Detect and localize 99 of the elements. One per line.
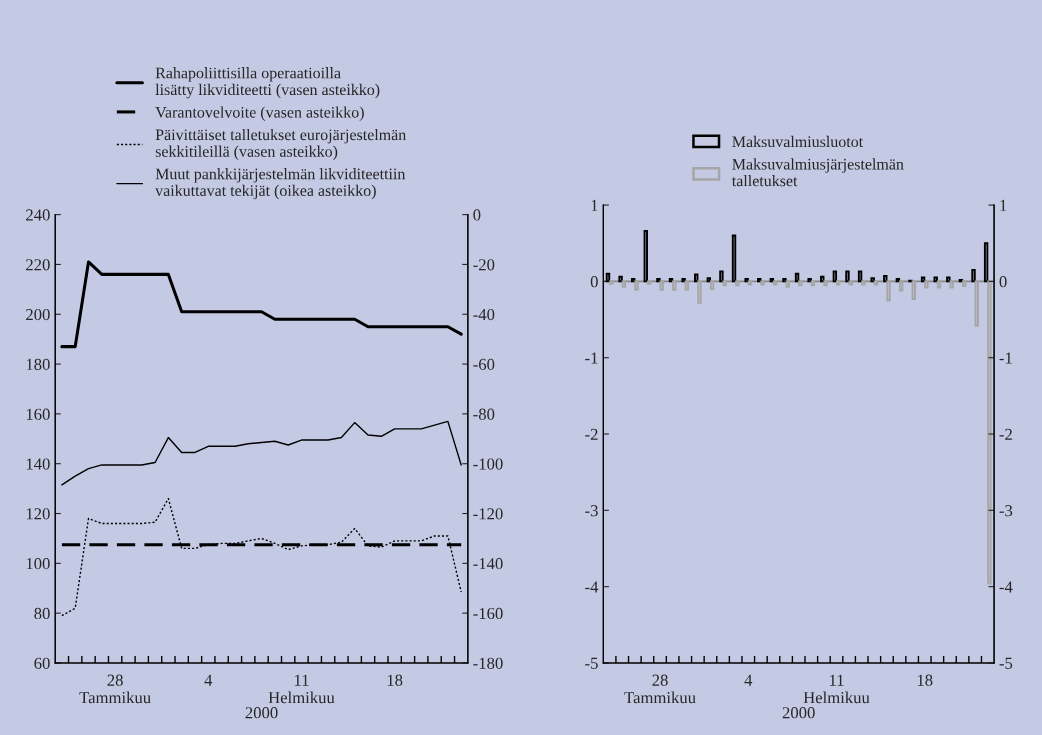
x-tick-label: 11 Helmikuu — [268, 674, 335, 704]
y2-tick-label: -160 — [473, 607, 503, 620]
x-axis-title: 2000 — [782, 707, 815, 719]
y2-tick-label: -80 — [473, 408, 495, 420]
y-tick-label: -5 — [585, 657, 598, 669]
x-tick-label: 28 Tammikuu — [79, 674, 151, 704]
bar — [924, 280, 929, 289]
legend-label: Maksuvalmiusjärjestelmän talletukset — [731, 158, 904, 187]
bar — [681, 278, 686, 283]
y2-tick-label: -120 — [473, 508, 503, 520]
y-tick-label: -1 — [585, 352, 598, 364]
x-tick-label: 18 — [387, 674, 403, 686]
bar — [835, 280, 841, 286]
y-tick-label: 80 — [34, 607, 50, 620]
bar — [911, 280, 916, 300]
y2-tick-label: -60 — [473, 358, 495, 371]
y-tick-label: 220 — [26, 259, 50, 271]
bar — [785, 280, 790, 288]
y2-tick-label: 0 — [999, 276, 1007, 288]
y2-tick-label: -100 — [473, 458, 503, 470]
bar — [810, 280, 816, 287]
bar — [697, 280, 702, 304]
bar — [672, 280, 677, 291]
bar — [983, 242, 989, 283]
y-tick-label: 1 — [591, 199, 598, 211]
x-tick-label: 4 — [744, 674, 753, 686]
bar — [949, 280, 954, 289]
bar — [634, 280, 639, 291]
bar — [684, 280, 690, 291]
bar — [643, 230, 648, 283]
bar — [609, 280, 614, 285]
y-tick-label: 180 — [26, 358, 50, 371]
bar — [744, 278, 749, 283]
bar — [735, 280, 740, 287]
legend-label: Muut pankkijärjestelmän likviditeettiin vaikuttavat tekijät (oikea asteikko) — [155, 168, 406, 200]
bar — [747, 280, 753, 286]
bar — [845, 270, 850, 283]
x-tick-label: 11 Helmikuu — [803, 674, 870, 704]
y-tick-label: -2 — [585, 428, 598, 440]
bar — [646, 280, 652, 285]
bar — [974, 280, 979, 327]
y2-tick-label: -180 — [473, 657, 503, 669]
bar — [971, 268, 976, 283]
y2-tick-label: -20 — [473, 259, 495, 271]
y-tick-label: 100 — [26, 558, 50, 570]
x-axis-title: 2000 — [245, 707, 278, 719]
bar — [936, 280, 942, 289]
bar — [621, 280, 627, 288]
bar — [848, 280, 853, 286]
y-tick-label: 160 — [26, 408, 50, 420]
bar — [618, 275, 623, 283]
y-tick-label: 240 — [26, 209, 50, 221]
y2-tick-label: -2 — [999, 428, 1012, 440]
line-series — [61, 497, 462, 617]
legend-label: Päivittäiset talletukset eurojärjestelmän sekkitileillä (vasen asteikko) — [155, 128, 406, 161]
y2-tick-label: -40 — [473, 308, 495, 321]
bar — [873, 280, 879, 286]
bar — [832, 270, 838, 283]
legend-label: Maksuvalmiusluotot — [732, 135, 864, 148]
legend-label: Varantovelvoite (vasen asteikko) — [155, 106, 364, 121]
bar — [782, 278, 787, 283]
y2-tick-label: -4 — [999, 581, 1013, 593]
bar — [987, 280, 992, 585]
y-tick-label: -3 — [585, 505, 598, 517]
bar — [870, 277, 875, 283]
y-tick-label: 60 — [34, 657, 50, 669]
bar — [694, 273, 699, 283]
bar — [798, 280, 803, 287]
y2-tick-label: -140 — [473, 558, 503, 570]
y-tick-label: 120 — [26, 508, 50, 520]
bar — [731, 234, 737, 283]
bar — [794, 272, 800, 283]
bar — [709, 280, 715, 290]
x-tick-label: 28 Tammikuu — [624, 674, 696, 704]
y2-tick-label: 0 — [473, 209, 481, 221]
bar — [962, 280, 967, 287]
y-tick-label: -4 — [585, 581, 599, 593]
y2-tick-label: 1 — [1000, 199, 1007, 211]
y-tick-label: 0 — [590, 276, 598, 288]
bar — [823, 280, 828, 287]
y-tick-label: 200 — [26, 308, 50, 321]
line-series — [61, 420, 462, 486]
bar — [886, 280, 891, 302]
line-series — [60, 260, 463, 349]
y-tick-label: 140 — [26, 458, 50, 470]
bar — [898, 280, 904, 292]
x-tick-label: 18 — [917, 674, 933, 686]
bar — [659, 280, 664, 291]
bar — [719, 270, 724, 283]
y2-tick-label: -5 — [999, 657, 1013, 669]
y2-tick-label: -1 — [999, 352, 1012, 364]
bar — [605, 272, 611, 283]
bar — [722, 280, 727, 287]
bar — [861, 280, 866, 286]
x-tick-label: 4 — [204, 674, 213, 686]
bar — [807, 278, 812, 283]
y2-tick-label: -3 — [999, 505, 1013, 517]
legend-label: Rahapoliittisilla operaatioilla lisätty likviditeetti (vasen asteikko) — [155, 67, 380, 99]
bar — [857, 270, 863, 283]
